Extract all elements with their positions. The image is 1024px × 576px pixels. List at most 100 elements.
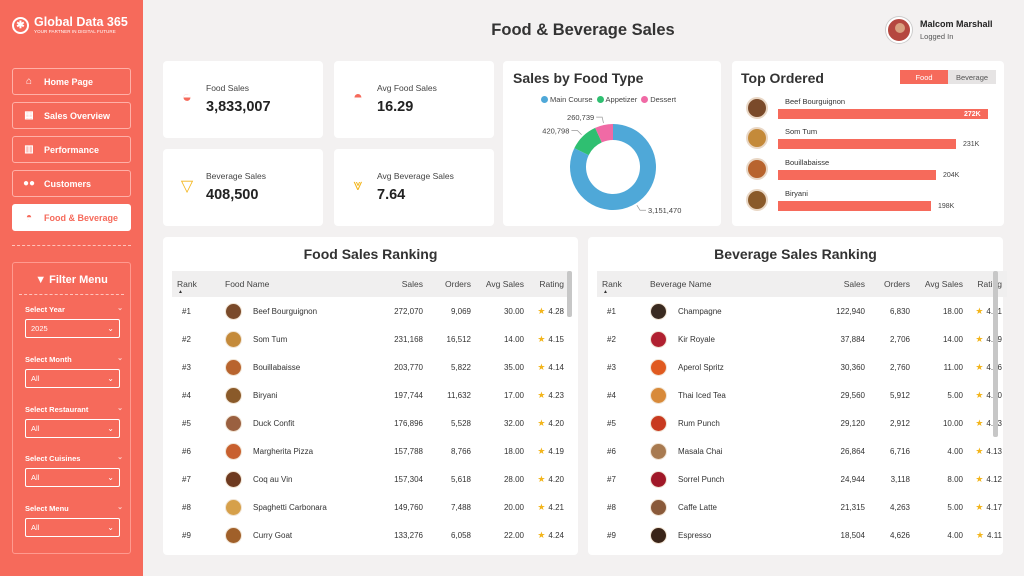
item-name: Masala Chai [678,446,723,456]
star-icon: ★ [975,361,984,372]
table-row[interactable]: #2 Som Tum 231,168 16,512 14.00 ★ 4.15 [172,325,569,353]
table-row[interactable]: #7 Sorrel Punch 24,944 3,118 8.00 ★ 4.12 [597,465,1007,493]
top-ordered-name: Beef Bourguignon [785,97,846,106]
cuisines-select[interactable]: All ⌄ [25,468,120,487]
chevron-down-icon: ⌄ [117,454,123,461]
column-header[interactable]: Rank [177,279,197,289]
column-header[interactable]: Orders [445,279,471,289]
table-row[interactable]: #4 Biryani 197,744 11,632 17.00 ★ 4.23 [172,381,569,409]
filter-label-text: Select Month [25,355,72,364]
rating-value: 4.19 [548,446,564,456]
filter-funnel-icon: ▼ [35,274,47,286]
name-cell: Coq au Vin [220,470,378,488]
donut-slice-appetizer[interactable] [574,127,602,156]
rating-value: 4.20 [548,474,564,484]
noodle-bowl-icon: ◒ [182,89,192,106]
column-header[interactable]: Orders [884,279,910,289]
chevron-down-icon: ⌄ [107,473,114,482]
top-ordered-row[interactable]: Biryani 198K [746,189,996,215]
nav-food-beverage[interactable]: ◓ Food & Beverage [12,204,131,231]
nav-sales-overview[interactable]: ▦ Sales Overview [12,102,131,129]
rank-cell: #4 [182,390,191,400]
orders-cell: 9,069 [450,306,471,316]
item-thumbnail [650,498,667,516]
brand[interactable]: ✱ Global Data 365 YOUR PARTNER IN DIGITA… [12,16,128,35]
table-row[interactable]: #2 Kir Royale 37,884 2,706 14.00 ★4.19 [597,325,1007,353]
user-profile[interactable]: Malcom Marshall Logged In [886,17,993,43]
top-ordered-row[interactable]: Bouillabaisse 204K [746,158,996,184]
column-header[interactable]: Sales [401,279,423,289]
table-row[interactable]: #3 Bouillabaisse 203,770 5,822 35.00 ★ 4.14 [172,353,569,381]
avg-sales-cell: 18.00 [503,446,524,456]
star-icon: ★ [975,445,984,456]
cloche-icon: ◓ [25,212,33,223]
orders-cell: 2,706 [889,334,910,344]
globe-logo-icon: ✱ [12,17,29,34]
table-row[interactable]: #6 Masala Chai 26,864 6,716 4.00 ★ 4.13 [597,437,1007,465]
filter-menu: Select Menu ⌄ All ⌄ [25,504,123,537]
sales-cell: 176,896 [394,418,423,428]
table-row[interactable]: #5 Duck Confit 176,896 5,528 32.00 ★ 4.20 [172,409,569,437]
column-header[interactable]: Avg Sales [924,279,963,289]
item-name: Margherita Pizza [253,446,314,456]
item-thumbnail [746,189,768,211]
table-row[interactable]: #5 Rum Punch 29,120 2,912 10.00 ★4.23 [597,409,1007,437]
column-header[interactable]: Sales [843,279,865,289]
sales-cell: 157,304 [394,474,423,484]
nav-performance[interactable]: ▥ Performance [12,136,131,163]
table-row[interactable]: #7 Coq au Vin 157,304 5,618 28.00 ★ 4.20 [172,465,569,493]
column-header[interactable]: Rank [602,279,622,289]
orders-cell: 5,528 [450,418,471,428]
item-name: Aperol Spritz [678,362,724,372]
select-value: 2025 [31,324,48,333]
avg-sales-cell: 5.00 [947,390,963,400]
filter-label: Select Year ⌄ [25,305,123,315]
avg-sales-cell: 30.00 [503,306,524,316]
column-header[interactable]: Avg Sales [485,279,524,289]
nav-customers[interactable]: ●● Customers [12,170,131,197]
filter-cuisines: Select Cuisines ⌄ All ⌄ [25,454,123,487]
name-cell: Espresso [645,526,820,544]
table-row[interactable]: #9 Curry Goat 133,276 6,058 22.00 ★ 4.24 [172,521,569,549]
rating-value: 4.12 [986,474,1002,484]
tab-food[interactable]: Food [900,70,948,84]
tab-beverage[interactable]: Beverage [948,70,996,84]
table-row[interactable]: #4 Thai Iced Tea 29,560 5,912 5.00 ★4.20 [597,381,1007,409]
orders-cell: 7,488 [450,502,471,512]
table-row[interactable]: #9 Espresso 18,504 4,626 4.00 ★ 4.11 [597,521,1007,549]
table-row[interactable]: #8 Caffe Latte 21,315 4,263 5.00 ★ 4.17 [597,493,1007,521]
star-icon: ★ [537,501,546,512]
month-select[interactable]: All ⌄ [25,369,120,388]
table-row[interactable]: #1 Champagne 122,940 6,830 18.00 ★4.21 [597,297,1007,325]
column-header[interactable]: Food Name [225,279,270,289]
beverage-table-scrollbar[interactable] [993,271,998,437]
rating-cell: ★ 4.24 [529,530,569,541]
table-row[interactable]: #8 Spaghetti Carbonara 149,760 7,488 20.00 ★ 4… [172,493,569,521]
nav-label: Home Page [44,76,94,87]
kpi-label: Avg Beverage Sales [377,171,454,181]
food-ranking-card: Food Sales Ranking Rank Food Name Sales Ord… [163,237,578,555]
table-row[interactable]: #6 Margherita Pizza 157,788 8,766 18.00 ★ 4.19 [172,437,569,465]
food-table-scrollbar[interactable] [567,271,572,317]
top-ordered-row[interactable]: Beef Bourguignon 272K [746,97,996,123]
name-cell: Beef Bourguignon [220,302,378,320]
nav-home-page[interactable]: ⌂ Home Page [12,68,131,95]
name-cell: Kir Royale [645,330,820,348]
top-ordered-bar [778,170,936,180]
column-header[interactable]: Beverage Name [650,279,712,289]
rating-cell: ★4.20 [529,418,569,429]
donut-slice-dessert[interactable] [595,124,613,143]
column-header[interactable]: Rating [539,279,564,289]
name-cell: Aperol Spritz [645,358,820,376]
top-ordered-row[interactable]: Som Tum 231K [746,127,996,153]
table-row[interactable]: #3 Aperol Spritz 30,360 2,760 11.00 ★4.16 [597,353,1007,381]
menu-select[interactable]: All ⌄ [25,518,120,537]
legend-item: Dessert [641,95,676,104]
table-row[interactable]: #1 Beef Bourguignon 272,070 9,069 30.00 ★ 4.28 [172,297,569,325]
food-ranking-title: Food Sales Ranking [303,246,438,262]
kpi-label: Avg Food Sales [377,83,437,93]
restaurant-select[interactable]: All ⌄ [25,419,120,438]
year-select[interactable]: 2025 ⌄ [25,319,120,338]
donut-slice-main-course[interactable] [570,124,656,211]
column-header[interactable]: Rating [977,279,1002,289]
